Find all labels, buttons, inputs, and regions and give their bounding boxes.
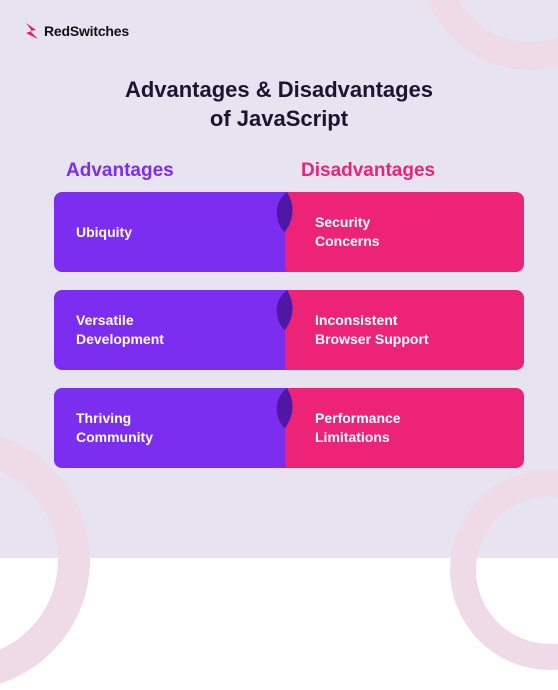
table-row: Versatile DevelopmentInconsistent Browse… — [54, 290, 524, 370]
header-advantages: Advantages — [54, 160, 289, 182]
brand-logo: RedSwitches — [24, 22, 129, 40]
advantage-cell: Ubiquity — [54, 192, 285, 272]
logo-mark-icon — [24, 22, 40, 40]
disadvantage-cell: Performance Limitations — [285, 388, 524, 468]
column-headers: Advantages Disadvantages — [54, 160, 524, 182]
disadvantage-cell: Security Concerns — [285, 192, 524, 272]
table-rows: UbiquitySecurity ConcernsVersatile Devel… — [54, 192, 524, 468]
advantage-cell: Versatile Development — [54, 290, 285, 370]
comparison-table: Advantages Disadvantages UbiquitySecurit… — [54, 160, 524, 468]
table-row: UbiquitySecurity Concerns — [54, 192, 524, 272]
header-disadvantages: Disadvantages — [289, 160, 524, 182]
table-row: Thriving CommunityPerformance Limitation… — [54, 388, 524, 468]
page-title: Advantages & Disadvantages of JavaScript — [0, 76, 558, 133]
advantage-cell: Thriving Community — [54, 388, 285, 468]
brand-name: RedSwitches — [44, 23, 129, 39]
disadvantage-cell: Inconsistent Browser Support — [285, 290, 524, 370]
